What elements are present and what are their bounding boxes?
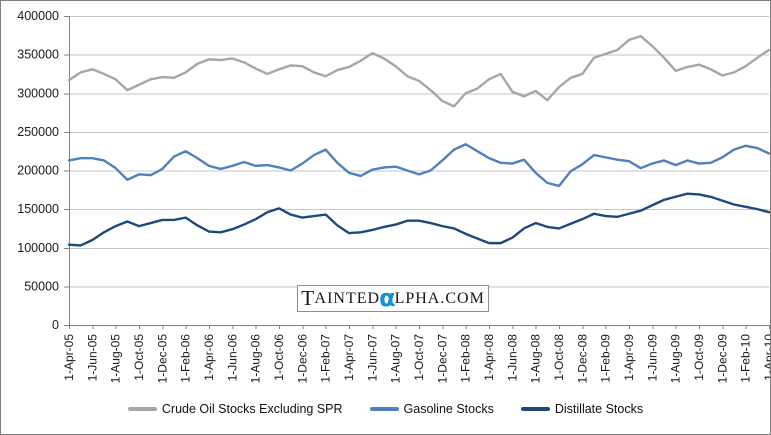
legend-label: Crude Oil Stocks Excluding SPR xyxy=(161,402,343,416)
legend-item-gasoline-stocks: Gasoline Stocks xyxy=(369,402,494,416)
x-tick-label: 1-Aug-05 xyxy=(109,334,123,384)
x-tick-label: 1-Dec-07 xyxy=(435,334,449,384)
series-line-gasoline-stocks xyxy=(67,143,770,188)
x-tick-label: 1-Dec-06 xyxy=(295,334,309,384)
series-line-distillate-stocks xyxy=(67,192,770,247)
legend-label: Gasoline Stocks xyxy=(403,402,494,416)
series-line-crude-oil-stocks-excluding-spr xyxy=(67,34,770,108)
x-tick-label: 1-Apr-05 xyxy=(62,334,76,381)
legend-label: Distillate Stocks xyxy=(554,402,644,416)
watermark-alpha-glyph: α xyxy=(379,283,396,312)
x-tick-label: 1-Apr-10 xyxy=(762,334,771,381)
x-tick-label: 1-Feb-08 xyxy=(459,334,473,383)
x-tick-label: 1-Dec-09 xyxy=(715,334,729,384)
y-tick-label: 350000 xyxy=(17,48,59,62)
x-tick-label: 1-Jun-09 xyxy=(645,334,659,382)
x-tick-label: 1-Aug-09 xyxy=(669,334,683,384)
x-tick-label: 1-Jun-06 xyxy=(225,334,239,382)
y-tick-label: 150000 xyxy=(17,202,59,216)
chart-legend: Crude Oil Stocks Excluding SPR Gasoline S… xyxy=(1,399,770,419)
x-tick-label: 1-Aug-07 xyxy=(389,334,403,384)
y-tick-label: 100000 xyxy=(17,241,59,255)
x-tick-label: 1-Oct-08 xyxy=(552,334,566,381)
legend-item-distillate-stocks: Distillate Stocks xyxy=(520,402,644,416)
x-tick-label: 1-Feb-06 xyxy=(179,334,193,383)
y-tick-label: 0 xyxy=(52,318,59,332)
watermark-suffix: LPHA.COM xyxy=(394,289,485,307)
x-tick-label: 1-Jun-07 xyxy=(365,334,379,382)
x-tick-label: 1-Feb-10 xyxy=(739,334,753,383)
x-tick-label: 1-Apr-07 xyxy=(342,334,356,381)
axes xyxy=(64,16,769,326)
y-tick-label: 250000 xyxy=(17,125,59,139)
x-tick-label: 1-Oct-07 xyxy=(412,334,426,381)
x-tick-label: 1-Oct-05 xyxy=(132,334,146,381)
x-tick-label: 1-Apr-08 xyxy=(482,334,496,381)
legend-line-swatch xyxy=(520,407,550,411)
x-tick-label: 1-Dec-08 xyxy=(575,334,589,384)
legend-line-swatch xyxy=(127,407,157,411)
watermark-box: T AINTED α LPHA.COM xyxy=(297,285,489,312)
x-tick-label: 1-Oct-06 xyxy=(272,334,286,381)
x-tick-label: 1-Dec-05 xyxy=(155,334,169,384)
x-tick-label: 1-Feb-07 xyxy=(319,334,333,383)
y-tick-labels: 0 50000 100000 150000 200000 250000 300000 3500… xyxy=(17,9,59,332)
x-tick-labels: 1-Apr-05 1-Jun-05 1-Aug-05 1-Oct-05 1-Dec-05… xyxy=(62,334,771,384)
x-tick-label: 1-Feb-09 xyxy=(599,334,613,383)
gridlines xyxy=(69,16,769,288)
x-tick-label: 1-Jun-08 xyxy=(505,334,519,382)
x-tick-label: 1-Apr-06 xyxy=(202,334,216,381)
x-tick-label: 1-Oct-09 xyxy=(692,334,706,381)
y-tick-label: 300000 xyxy=(17,86,59,100)
x-ticks xyxy=(69,325,770,329)
legend-item-crude-oil-stocks-excluding-spr: Crude Oil Stocks Excluding SPR xyxy=(127,402,343,416)
x-tick-label: 1-Apr-09 xyxy=(622,334,636,381)
watermark-name: AINTED xyxy=(314,289,381,307)
y-tick-label: 200000 xyxy=(17,164,59,178)
legend-line-swatch xyxy=(369,407,399,411)
x-tick-label: 1-Jun-05 xyxy=(85,334,99,382)
y-tick-label: 50000 xyxy=(24,279,59,293)
x-tick-label: 1-Aug-08 xyxy=(529,334,543,384)
watermark-initial: T xyxy=(301,286,315,310)
y-tick-label: 400000 xyxy=(17,9,59,23)
y-ticks xyxy=(64,16,69,326)
x-tick-label: 1-Aug-06 xyxy=(249,334,263,384)
